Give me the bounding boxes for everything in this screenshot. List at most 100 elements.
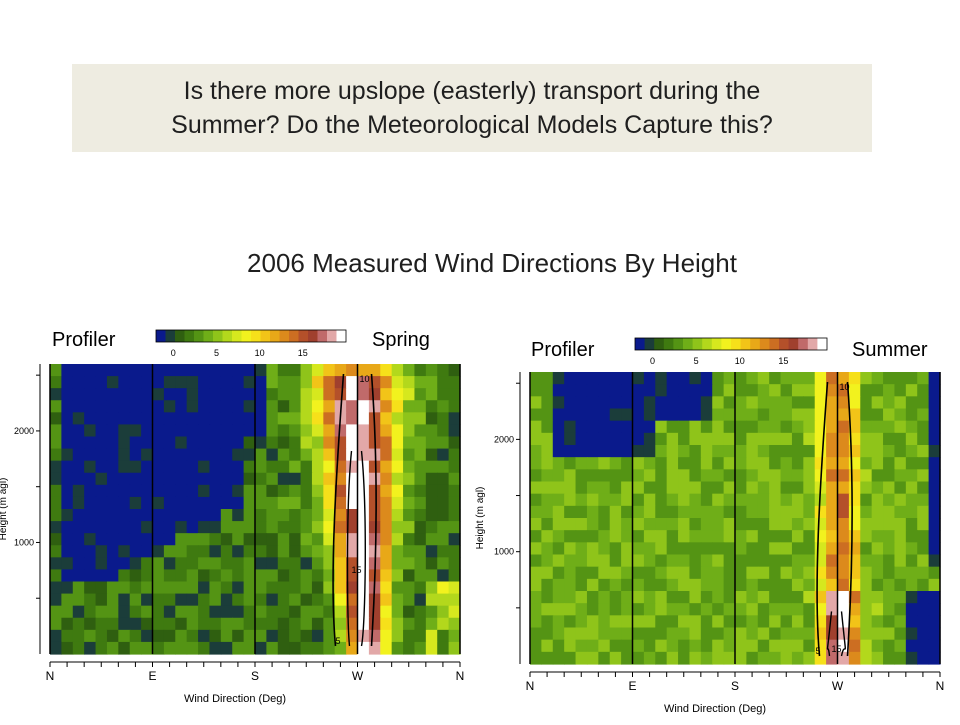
colorbar-swatch bbox=[740, 338, 751, 350]
heatmap-cell bbox=[917, 372, 930, 385]
heatmap-cell bbox=[803, 408, 816, 422]
heatmap-cell bbox=[666, 591, 679, 604]
heatmap-cell bbox=[106, 448, 119, 462]
heatmap-cell bbox=[152, 424, 165, 438]
heatmap-cell bbox=[414, 448, 427, 462]
heatmap-cell bbox=[586, 493, 599, 507]
heatmap-cell bbox=[643, 591, 656, 604]
heatmap-cell bbox=[586, 639, 599, 653]
heatmap-cell bbox=[541, 457, 554, 470]
heatmap-cell bbox=[243, 581, 256, 595]
heatmap-cell bbox=[95, 496, 108, 510]
heatmap-cell bbox=[621, 396, 634, 410]
heatmap-cell bbox=[746, 518, 759, 531]
heatmap-cell bbox=[61, 460, 74, 474]
heatmap-cell bbox=[198, 641, 211, 655]
heatmap-cell bbox=[118, 533, 131, 546]
heatmap-cell bbox=[277, 641, 290, 655]
heatmap-cell bbox=[437, 448, 450, 462]
heatmap-cell bbox=[300, 557, 313, 571]
heatmap-cell bbox=[277, 593, 290, 607]
heatmap-cell bbox=[425, 388, 438, 401]
heatmap-cell bbox=[106, 460, 119, 474]
heatmap-cell bbox=[883, 627, 896, 641]
heatmap-cell bbox=[609, 627, 622, 641]
heatmap-cell bbox=[243, 484, 256, 498]
contour-line bbox=[816, 381, 853, 657]
heatmap-cell bbox=[530, 420, 542, 434]
heatmap-cell bbox=[357, 521, 370, 534]
heatmap-cell bbox=[586, 603, 599, 616]
heatmap-cell bbox=[564, 518, 577, 531]
heatmap-cell bbox=[826, 372, 839, 385]
heatmap-cell bbox=[564, 384, 577, 397]
heatmap-cell bbox=[141, 629, 154, 643]
heatmap-cell bbox=[277, 496, 290, 510]
heatmap-cell bbox=[220, 400, 233, 413]
heatmap-cell bbox=[735, 457, 747, 470]
heatmap-cell bbox=[689, 591, 702, 604]
heatmap-cell bbox=[746, 578, 759, 592]
heatmap-cell bbox=[95, 521, 108, 534]
heatmap-cell bbox=[552, 603, 565, 616]
heatmap-cell bbox=[380, 376, 393, 389]
heatmap-cell bbox=[448, 569, 461, 583]
heatmap-cell bbox=[689, 481, 702, 495]
heatmap-cell bbox=[905, 566, 918, 580]
heatmap-cell bbox=[712, 372, 725, 385]
heatmap-cell bbox=[414, 581, 427, 595]
heatmap-cell bbox=[826, 591, 839, 604]
heatmap-cell bbox=[141, 581, 154, 595]
heatmap-cell bbox=[141, 605, 154, 619]
heatmap-cell bbox=[621, 591, 634, 604]
heatmap-cell bbox=[826, 481, 839, 495]
colorbar-swatch bbox=[317, 330, 328, 342]
heatmap-cell bbox=[129, 557, 142, 571]
heatmap-cell bbox=[780, 481, 793, 495]
heatmap-cell bbox=[860, 542, 873, 556]
heatmap-cell bbox=[655, 457, 668, 470]
heatmap-cell bbox=[266, 593, 279, 607]
x-cardinal-label: S bbox=[251, 669, 259, 683]
heatmap-cell bbox=[575, 493, 588, 507]
heatmap-cell bbox=[735, 505, 747, 519]
heatmap-cell bbox=[814, 554, 827, 568]
heatmap-cell bbox=[323, 472, 336, 486]
colorbar-swatch bbox=[213, 330, 223, 342]
heatmap-cell bbox=[894, 578, 907, 592]
heatmap-cell bbox=[905, 469, 918, 483]
heatmap-cell bbox=[84, 364, 97, 377]
heatmap-cell bbox=[300, 533, 313, 546]
heatmap-cell bbox=[643, 396, 656, 410]
heatmap-cell bbox=[198, 581, 211, 595]
heatmap-cell bbox=[84, 605, 97, 619]
heatmap-cell bbox=[311, 605, 324, 619]
heatmap-cell bbox=[391, 376, 404, 389]
colorbar-swatch bbox=[798, 338, 809, 350]
heatmap-cell bbox=[255, 388, 267, 401]
heatmap-cell bbox=[403, 484, 416, 498]
heatmap-cell bbox=[220, 629, 233, 643]
heatmap-cell bbox=[848, 408, 861, 422]
heatmap-cell bbox=[586, 505, 599, 519]
heatmap-cell bbox=[72, 472, 85, 486]
heatmap-cell bbox=[632, 651, 645, 665]
heatmap-cell bbox=[598, 518, 611, 531]
heatmap-cell bbox=[678, 615, 691, 629]
heatmap-cell bbox=[871, 384, 884, 397]
heatmap-cell bbox=[928, 542, 941, 556]
heatmap-cell bbox=[541, 542, 554, 556]
heatmap-cell bbox=[357, 436, 370, 450]
heatmap-cell bbox=[277, 472, 290, 486]
heatmap-cell bbox=[678, 457, 691, 470]
heatmap-cell bbox=[791, 372, 804, 385]
heatmap-cell bbox=[300, 641, 313, 655]
x-cardinal-label: N bbox=[936, 679, 945, 693]
heatmap-cell bbox=[848, 615, 861, 629]
heatmap-cell bbox=[735, 469, 747, 483]
heatmap-cell bbox=[632, 530, 645, 543]
heatmap-cell bbox=[266, 376, 279, 389]
heatmap-cell bbox=[666, 566, 679, 580]
heatmap-cell bbox=[598, 505, 611, 519]
heatmap-cell bbox=[255, 400, 267, 413]
